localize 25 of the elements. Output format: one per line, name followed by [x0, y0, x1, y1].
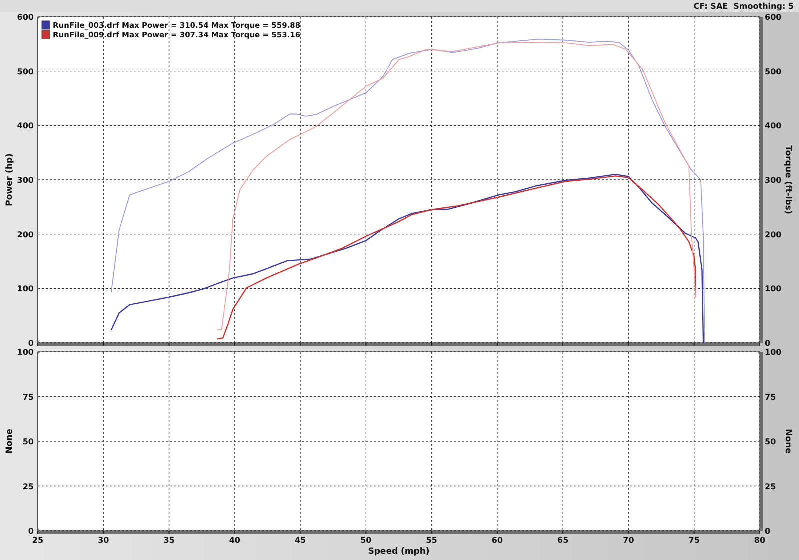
- y-tick-label: 600: [17, 13, 34, 22]
- line-series: [217, 176, 696, 340]
- y-tick-label: 100: [17, 284, 34, 294]
- y2-tick-label: 300: [765, 176, 782, 185]
- y2-tick-label: 100: [765, 284, 782, 294]
- y-tick-label: 200: [17, 230, 34, 240]
- y-tick-label: 100: [17, 348, 34, 357]
- y-tick-label: 400: [17, 122, 34, 131]
- y-tick-label: 0: [28, 339, 34, 348]
- line-series: [111, 38, 706, 344]
- y2-tick-label: 500: [765, 67, 782, 76]
- y2-axis-title: Torque (ft-lbs): [783, 146, 793, 214]
- y-axis-title: Power (hp): [5, 154, 15, 206]
- y2-tick-label: 600: [765, 13, 782, 22]
- y-tick-label: 75: [22, 392, 34, 402]
- y-tick-label: 300: [17, 176, 34, 185]
- y2-tick-label: 400: [765, 122, 782, 131]
- line-series: [217, 42, 696, 330]
- y-tick-label: 500: [17, 67, 34, 76]
- y2-tick-label: 100: [765, 348, 782, 357]
- y2-tick-label: 0: [765, 339, 771, 348]
- y2-tick-label: 75: [765, 392, 777, 402]
- y2-tick-label: 200: [765, 230, 782, 240]
- line-series: [110, 174, 704, 344]
- text: CF: SAE Smoothing: 5: [694, 2, 794, 11]
